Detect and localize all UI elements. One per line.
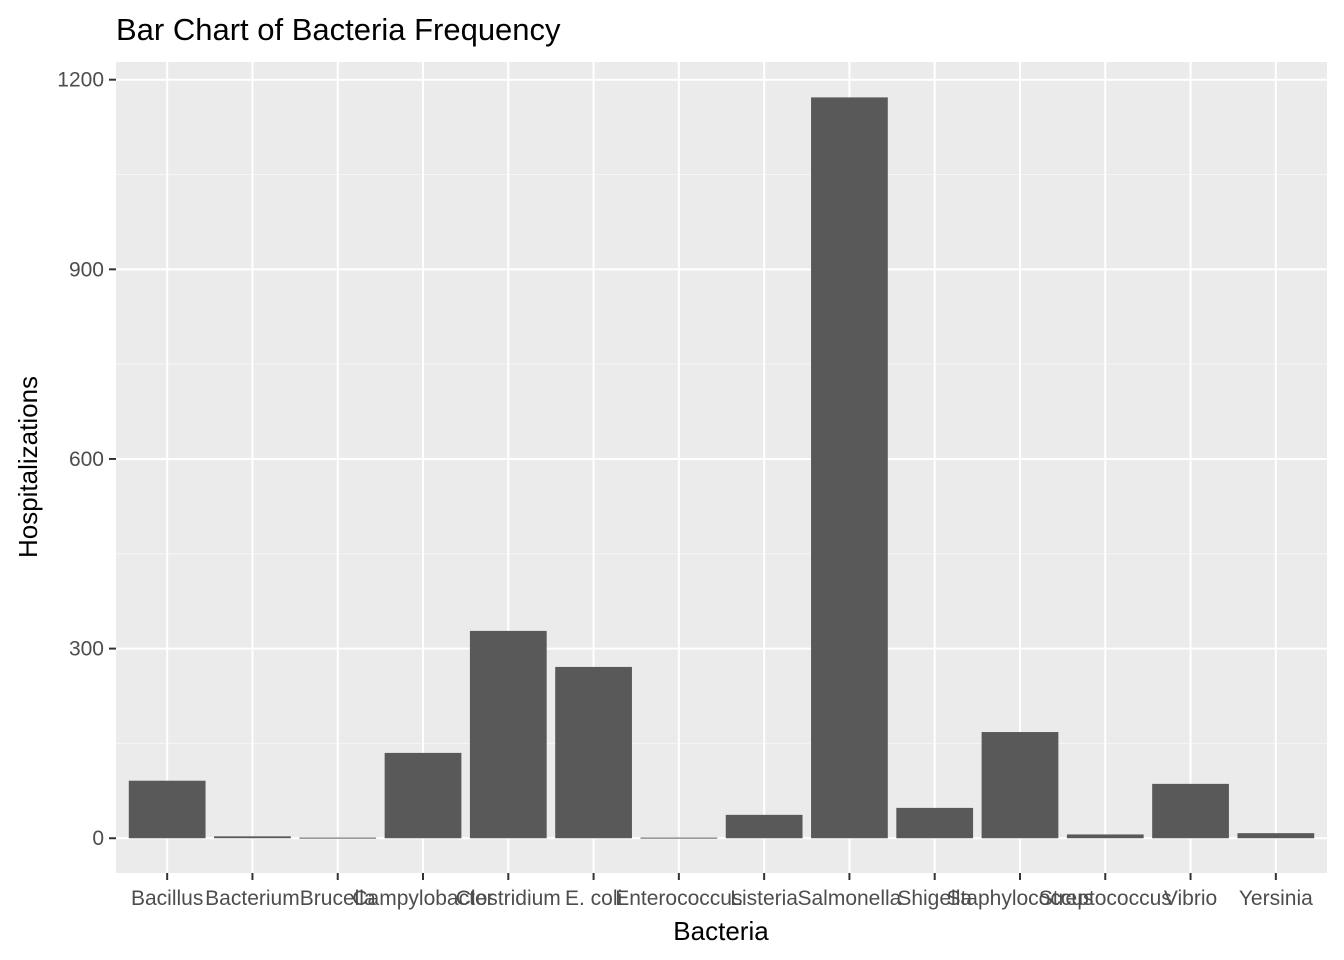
x-axis: Bacillus Bacterium BrucellaCampylobacterCl… (131, 873, 1313, 910)
x-tick-label: Clostridium (456, 887, 561, 910)
x-tick-label: Campylobacter (352, 887, 493, 910)
bar (555, 666, 632, 839)
x-tick-label: Brucella (300, 887, 376, 910)
bar (811, 97, 888, 839)
bar (469, 630, 547, 839)
bar (384, 752, 462, 839)
bar (896, 807, 974, 839)
x-tick-label: Vibrio (1164, 887, 1217, 910)
bars (128, 97, 1315, 839)
x-tick-label: Streptococcus (1039, 887, 1172, 910)
bar (299, 837, 377, 839)
x-axis-title: Bacteria (673, 916, 769, 946)
plot-panel (116, 62, 1327, 873)
minor-gridlines (116, 174, 1327, 744)
bar (214, 836, 291, 839)
y-tick-label: 900 (69, 258, 104, 281)
y-axis-title: Hospitalizations (13, 376, 43, 558)
bar (640, 837, 718, 839)
x-tick-label: E. coli (565, 887, 622, 910)
bar (1237, 833, 1315, 839)
y-tick-label: 600 (69, 448, 104, 471)
chart-title: Bar Chart of Bacteria Frequency (116, 12, 561, 47)
x-tick-label: Staphylococcus (946, 887, 1093, 910)
x-tick-label: Bacterium (205, 887, 300, 910)
x-tick-label: Salmonella (797, 887, 901, 910)
x-tick-label: Shigella (897, 887, 972, 910)
y-axis: 0 300 600 900 1200 (57, 69, 116, 850)
x-tick-label: Bacillus (131, 887, 203, 910)
bar (1152, 783, 1229, 839)
y-tick-label: 1200 (57, 69, 104, 92)
bar (725, 814, 803, 839)
x-tick-label: Enterococcus (615, 887, 742, 910)
bar (981, 732, 1059, 839)
x-tick-label: Yersinia (1239, 887, 1313, 910)
y-tick-label: 300 (69, 638, 104, 661)
bar (1066, 834, 1144, 839)
bar (128, 780, 206, 839)
x-tick-label: Listeria (730, 887, 798, 910)
y-tick-label: 0 (92, 827, 104, 850)
